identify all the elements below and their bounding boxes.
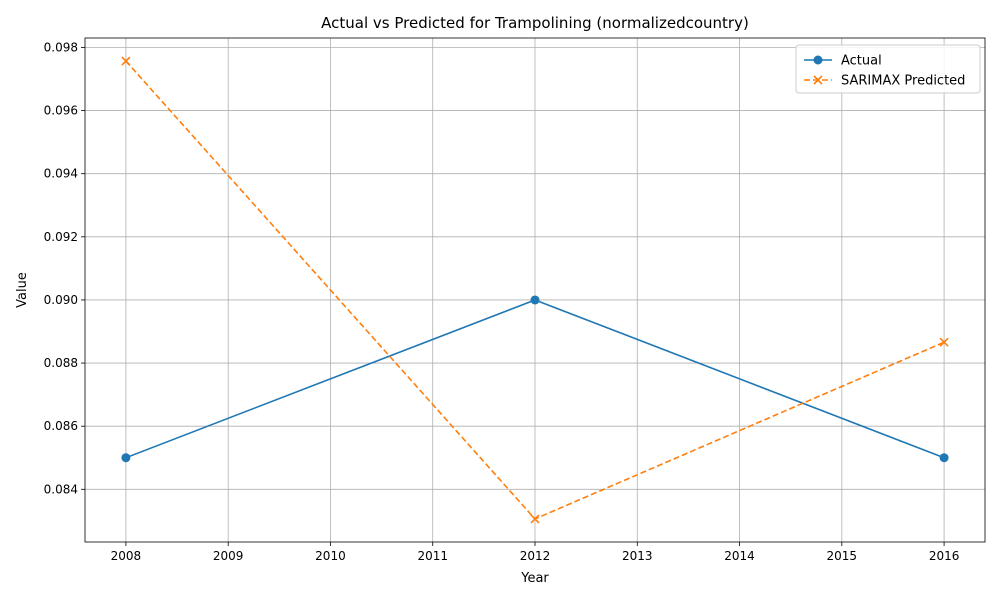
- x-tick-label: 2015: [827, 549, 858, 563]
- legend-item: SARIMAX Predicted: [804, 74, 965, 89]
- legend-item: Actual: [804, 54, 882, 69]
- x-tick-label: 2011: [417, 549, 448, 563]
- legend-marker: [813, 75, 823, 85]
- y-axis-label: Value: [15, 272, 30, 308]
- legend-label: Actual: [841, 54, 882, 69]
- x-tick-label: 2016: [929, 549, 960, 563]
- y-tick-label: 0.088: [44, 356, 78, 370]
- data-point: [939, 453, 949, 463]
- x-axis-label: Year: [520, 571, 549, 586]
- legend-marker: [813, 55, 823, 65]
- y-tick-label: 0.096: [44, 104, 78, 118]
- series-layer: [121, 56, 949, 524]
- y-tick-label: 0.092: [44, 230, 78, 244]
- x-axis: 2008 2009 2010 2011 2012 2013 2014 2015 2016: [111, 542, 960, 563]
- x-tick-label: 2012: [520, 549, 551, 563]
- data-point: [939, 337, 949, 347]
- x-tick-label: 2009: [213, 549, 244, 563]
- grid: [85, 38, 985, 542]
- series-0: [121, 295, 949, 463]
- chart-title: Actual vs Predicted for Trampolining (no…: [321, 14, 749, 32]
- data-point: [530, 295, 540, 305]
- y-tick-label: 0.086: [44, 419, 78, 433]
- y-tick-label: 0.094: [44, 167, 78, 181]
- y-tick-label: 0.090: [44, 293, 78, 307]
- legend: Actual SARIMAX Predicted: [795, 44, 981, 94]
- y-tick-label: 0.098: [44, 40, 78, 54]
- x-tick-label: 2014: [724, 549, 755, 563]
- data-point: [121, 453, 131, 463]
- legend-label: SARIMAX Predicted: [841, 74, 965, 89]
- y-tick-label: 0.084: [44, 482, 78, 496]
- x-tick-label: 2008: [111, 549, 142, 563]
- data-point: [530, 514, 540, 524]
- series-1: [121, 56, 949, 524]
- legend-box: [795, 44, 981, 94]
- y-axis: 0.084 0.086 0.088 0.090 0.092 0.094 0.096 0.098: [44, 40, 85, 496]
- data-point: [121, 56, 131, 66]
- x-tick-label: 2010: [315, 549, 346, 563]
- x-tick-label: 2013: [622, 549, 653, 563]
